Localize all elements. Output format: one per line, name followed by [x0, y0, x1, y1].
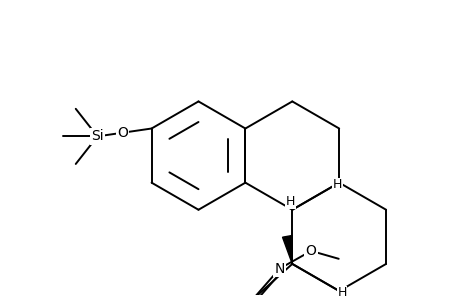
Text: Si: Si	[91, 129, 104, 143]
Text: H: H	[285, 195, 295, 208]
Text: O: O	[305, 244, 316, 258]
Text: O: O	[117, 126, 128, 140]
Polygon shape	[282, 236, 291, 264]
Text: H: H	[332, 178, 341, 191]
Text: N: N	[274, 262, 284, 276]
Text: H: H	[337, 286, 346, 299]
